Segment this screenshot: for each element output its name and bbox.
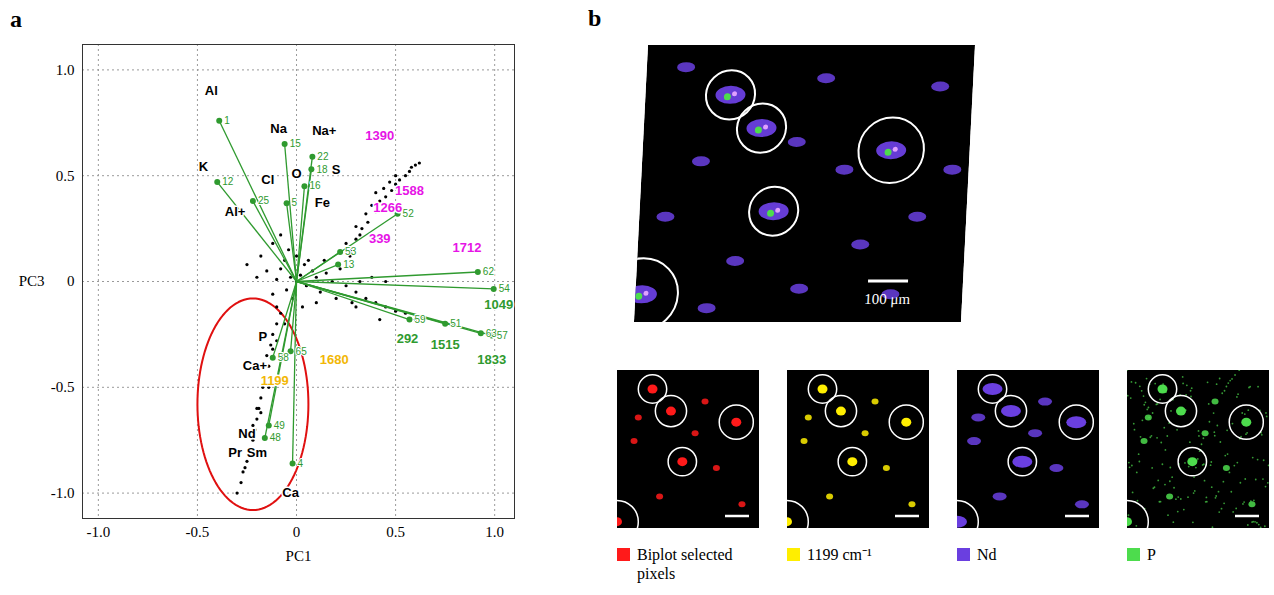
svg-text:Na: Na xyxy=(270,121,287,136)
svg-text:1390: 1390 xyxy=(365,128,394,143)
svg-text:292: 292 xyxy=(397,331,419,346)
svg-text:5: 5 xyxy=(292,197,298,208)
svg-text:1833: 1833 xyxy=(477,352,506,367)
svg-text:1515: 1515 xyxy=(431,337,460,352)
html-text:Biplot selected pixels: Biplot selected pixels xyxy=(637,546,733,582)
svg-text:-1.0: -1.0 xyxy=(86,524,110,540)
svg-text:4: 4 xyxy=(298,458,304,469)
svg-text:0: 0 xyxy=(293,524,301,540)
svg-text:25: 25 xyxy=(258,195,270,206)
svg-text:62: 62 xyxy=(483,266,495,277)
svg-text:52: 52 xyxy=(403,208,415,219)
svg-text:58: 58 xyxy=(278,352,290,363)
svg-text:59: 59 xyxy=(414,314,426,325)
svg-text:b: b xyxy=(588,5,601,31)
svg-text:1: 1 xyxy=(224,115,230,126)
svg-text:1049: 1049 xyxy=(484,297,513,312)
svg-text:Na+: Na+ xyxy=(312,123,337,138)
svg-text:1.0: 1.0 xyxy=(485,524,504,540)
html-text:a: a xyxy=(10,6,22,32)
svg-text:100 μm: 100 μm xyxy=(864,291,911,307)
svg-text:48: 48 xyxy=(270,432,282,443)
svg-text:Al: Al xyxy=(205,83,218,98)
svg-text:63: 63 xyxy=(486,328,498,339)
svg-text:K: K xyxy=(199,159,209,174)
svg-text:Fe: Fe xyxy=(315,195,330,210)
svg-text:339: 339 xyxy=(369,231,391,246)
svg-text:1680: 1680 xyxy=(320,352,349,367)
svg-text:P: P xyxy=(258,329,267,344)
svg-text:0: 0 xyxy=(67,273,75,289)
svg-text:51: 51 xyxy=(450,318,462,329)
svg-text:1.0: 1.0 xyxy=(56,62,75,78)
svg-text:1266: 1266 xyxy=(373,200,402,215)
svg-text:18: 18 xyxy=(316,164,328,175)
svg-text:53: 53 xyxy=(345,246,357,257)
svg-text:1712: 1712 xyxy=(452,240,481,255)
svg-text:15: 15 xyxy=(290,138,302,149)
svg-text:Ca: Ca xyxy=(282,485,299,500)
svg-text:12: 12 xyxy=(222,176,234,187)
svg-text:13: 13 xyxy=(343,259,355,270)
svg-text:Pr: Pr xyxy=(228,445,242,460)
svg-text:49: 49 xyxy=(274,420,286,431)
svg-text:0.5: 0.5 xyxy=(386,524,405,540)
svg-text:O: O xyxy=(291,166,301,181)
svg-text:Ca+: Ca+ xyxy=(243,358,268,373)
html-text:P: P xyxy=(1147,546,1156,563)
svg-text:1588: 1588 xyxy=(395,183,424,198)
html-text:1199 cm⁻¹: 1199 cm⁻¹ xyxy=(807,546,872,563)
html-text:Nd: Nd xyxy=(977,546,997,563)
svg-text:Sm: Sm xyxy=(247,445,267,460)
svg-text:65: 65 xyxy=(296,346,308,357)
svg-text:Al+: Al+ xyxy=(225,204,246,219)
svg-text:1199: 1199 xyxy=(261,373,289,388)
svg-text:16: 16 xyxy=(309,180,321,191)
svg-text:57: 57 xyxy=(497,330,509,341)
svg-text:-1.0: -1.0 xyxy=(51,485,75,501)
svg-text:Nd: Nd xyxy=(238,426,255,441)
svg-text:PC1: PC1 xyxy=(286,548,312,564)
svg-text:22: 22 xyxy=(317,151,329,162)
svg-text:-0.5: -0.5 xyxy=(186,524,210,540)
svg-text:0.5: 0.5 xyxy=(56,167,75,183)
svg-text:54: 54 xyxy=(499,283,511,294)
svg-text:S: S xyxy=(332,162,341,177)
svg-text:PC3: PC3 xyxy=(19,273,45,289)
svg-text:-0.5: -0.5 xyxy=(51,379,75,395)
svg-text:Cl: Cl xyxy=(261,172,274,187)
